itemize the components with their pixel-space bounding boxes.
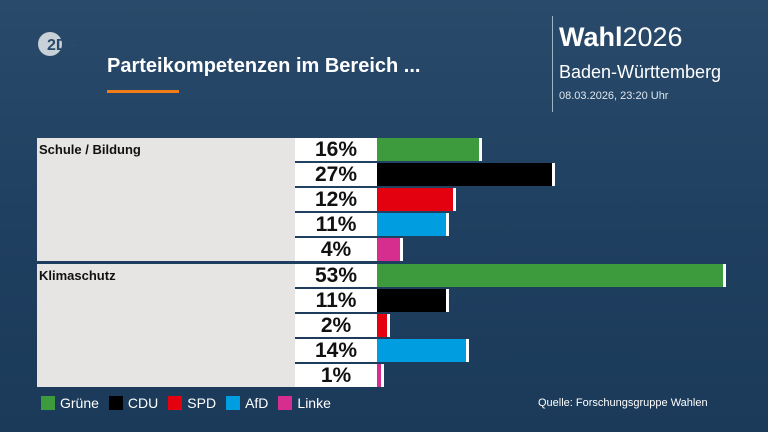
legend-label: Linke: [297, 395, 331, 411]
value-cell: [295, 138, 377, 161]
legend-label: AfD: [245, 395, 269, 411]
legend-swatch: [278, 396, 293, 410]
bar-cdu: [377, 289, 449, 312]
bar-grüne: [377, 138, 482, 161]
data-label: 4%: [320, 238, 352, 261]
region-label: Baden-Württemberg: [559, 62, 722, 82]
value-cell: [295, 238, 377, 261]
value-cell: [295, 364, 377, 387]
bar-afd: [377, 213, 449, 236]
legend-item: AfD: [226, 395, 268, 411]
bar-spd: [377, 188, 456, 211]
category-label: Schule / Bildung: [39, 142, 141, 157]
value-cell: [295, 314, 377, 337]
page-title: Parteikompetenzen im Bereich ...: [107, 55, 421, 77]
value-cell: [295, 213, 377, 236]
data-label: 53%: [314, 264, 358, 287]
data-label: 27%: [314, 163, 358, 186]
bar-cdu: [377, 163, 555, 186]
legend-item: SPD: [168, 395, 216, 411]
data-label: 12%: [314, 188, 358, 211]
bar-afd: [377, 339, 469, 362]
zdf-logo-text: 2DF: [47, 37, 77, 54]
header-divider: [552, 16, 553, 112]
value-cell: [295, 264, 377, 287]
data-label: 2%: [320, 314, 352, 337]
brand-bold: Wahl: [559, 22, 623, 52]
source-note: Quelle: Forschungsgruppe Wahlen: [538, 397, 708, 409]
legend-item: Grüne: [41, 395, 99, 411]
value-cell: [295, 289, 377, 312]
legend-label: Grüne: [60, 395, 99, 411]
legend-swatch: [41, 396, 55, 410]
legend-swatch: [226, 396, 241, 410]
brand-year: 2026: [622, 22, 683, 52]
data-label: 14%: [314, 339, 358, 362]
value-cell: [295, 188, 377, 211]
bar-linke: [377, 364, 384, 387]
legend-label: SPD: [187, 395, 217, 411]
legend-swatch: [168, 396, 183, 410]
legend-swatch: [108, 396, 123, 410]
legend: Grüne CDU SPD AfD Linke: [41, 394, 341, 412]
value-cell: [295, 163, 377, 186]
data-label: 11%: [315, 213, 357, 236]
data-label: 11%: [315, 289, 357, 312]
legend-item: Linke: [278, 395, 331, 411]
category-background: [37, 264, 295, 387]
legend-item: CDU: [108, 395, 159, 411]
category-background: [37, 138, 295, 261]
data-label: 16%: [314, 138, 358, 161]
category-label: Klimaschutz: [39, 268, 116, 283]
value-cell: [295, 339, 377, 362]
data-label: 1%: [320, 364, 352, 387]
zdf-logo: 2DF: [38, 32, 77, 56]
legend-label: CDU: [127, 395, 159, 411]
bar-linke: [377, 238, 403, 261]
title-underline: [107, 90, 179, 93]
bar-spd: [377, 314, 390, 337]
brand-wordmark: Wahl2026: [559, 22, 683, 52]
timestamp: 08.03.2026, 23:20 Uhr: [559, 90, 669, 102]
bar-grüne: [377, 264, 726, 287]
